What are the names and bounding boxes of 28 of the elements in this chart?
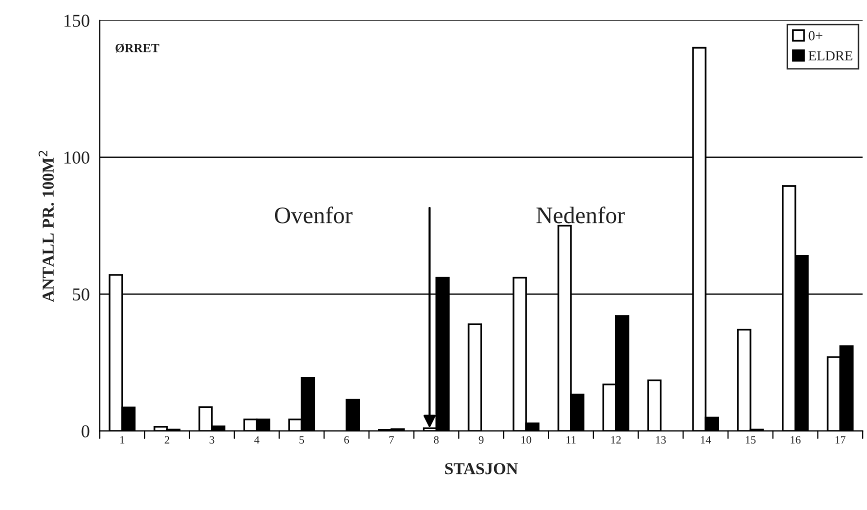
x-tick-label: 16 — [790, 436, 801, 444]
x-tick-label: 14 — [701, 436, 711, 444]
annotation: ØRRET — [116, 44, 160, 52]
x-tick-label: 8 — [434, 436, 439, 444]
legend-label: 0+ — [808, 31, 822, 40]
x-tick-label: 5 — [300, 436, 304, 444]
y-axis-title: ANTALL PR. 100M$^{2}$ — [38, 150, 54, 302]
x-tick-label: 15 — [746, 436, 756, 444]
y-tick-label: 150 — [64, 14, 90, 27]
annotation: Ovenfor — [274, 206, 352, 224]
x-tick-label: 17 — [836, 436, 846, 444]
x-tick-label: 3 — [210, 436, 214, 444]
x-tick-label: 2 — [164, 436, 170, 444]
x-tick-label: 6 — [344, 436, 349, 444]
x-tick-label: 9 — [478, 436, 484, 444]
legend-label: ELDRE — [808, 51, 852, 60]
x-axis-title: STASJON — [445, 463, 518, 474]
y-tick-label: 0 — [82, 425, 90, 438]
x-tick-label: 4 — [254, 436, 260, 444]
annotation: Nedenfor — [536, 206, 625, 224]
x-tick-label: 13 — [656, 436, 666, 444]
x-tick-label: 10 — [521, 436, 532, 444]
x-tick-label: 7 — [389, 436, 394, 444]
y-tick-label: 50 — [72, 288, 90, 301]
x-tick-label: 1 — [120, 436, 124, 444]
x-tick-label: 12 — [611, 436, 621, 444]
x-tick-label: 11 — [566, 436, 576, 444]
y-tick-label: 100 — [64, 152, 90, 164]
